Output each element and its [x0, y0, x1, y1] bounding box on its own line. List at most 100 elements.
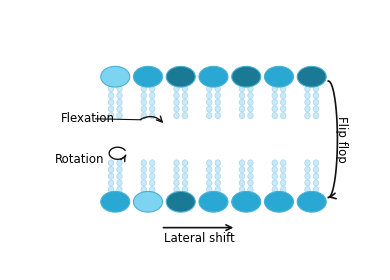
- Ellipse shape: [149, 186, 155, 193]
- Ellipse shape: [207, 160, 212, 166]
- Circle shape: [232, 66, 261, 87]
- Ellipse shape: [149, 92, 155, 99]
- Ellipse shape: [272, 99, 277, 105]
- Ellipse shape: [108, 113, 114, 119]
- Ellipse shape: [108, 106, 114, 112]
- Ellipse shape: [280, 106, 286, 112]
- Ellipse shape: [141, 186, 147, 193]
- Ellipse shape: [248, 180, 253, 186]
- Ellipse shape: [239, 167, 245, 173]
- Ellipse shape: [149, 86, 155, 92]
- Ellipse shape: [239, 113, 245, 119]
- Ellipse shape: [313, 106, 319, 112]
- Ellipse shape: [215, 173, 220, 179]
- Ellipse shape: [149, 99, 155, 105]
- Ellipse shape: [182, 173, 188, 179]
- Ellipse shape: [215, 99, 220, 105]
- Ellipse shape: [182, 167, 188, 173]
- Ellipse shape: [248, 113, 253, 119]
- Ellipse shape: [272, 173, 277, 179]
- Ellipse shape: [207, 167, 212, 173]
- Ellipse shape: [207, 86, 212, 92]
- Ellipse shape: [117, 173, 122, 179]
- Circle shape: [166, 192, 195, 212]
- Ellipse shape: [117, 186, 122, 193]
- Ellipse shape: [207, 99, 212, 105]
- Ellipse shape: [215, 180, 220, 186]
- Ellipse shape: [239, 180, 245, 186]
- Ellipse shape: [174, 167, 179, 173]
- Ellipse shape: [313, 173, 319, 179]
- Ellipse shape: [313, 92, 319, 99]
- Ellipse shape: [207, 106, 212, 112]
- Ellipse shape: [305, 180, 310, 186]
- Ellipse shape: [280, 113, 286, 119]
- Ellipse shape: [280, 186, 286, 193]
- Ellipse shape: [141, 92, 147, 99]
- Ellipse shape: [215, 186, 220, 193]
- Ellipse shape: [141, 113, 147, 119]
- Ellipse shape: [117, 92, 122, 99]
- Ellipse shape: [117, 160, 122, 166]
- Ellipse shape: [215, 113, 220, 119]
- Ellipse shape: [117, 167, 122, 173]
- Ellipse shape: [207, 180, 212, 186]
- Text: Rotation: Rotation: [55, 153, 104, 166]
- Circle shape: [297, 192, 326, 212]
- Ellipse shape: [149, 106, 155, 112]
- Ellipse shape: [280, 92, 286, 99]
- Ellipse shape: [280, 173, 286, 179]
- Ellipse shape: [174, 186, 179, 193]
- Ellipse shape: [248, 160, 253, 166]
- Circle shape: [101, 66, 130, 87]
- Ellipse shape: [215, 92, 220, 99]
- Ellipse shape: [305, 167, 310, 173]
- Ellipse shape: [280, 86, 286, 92]
- Ellipse shape: [272, 160, 277, 166]
- Ellipse shape: [117, 180, 122, 186]
- Ellipse shape: [149, 167, 155, 173]
- Ellipse shape: [239, 92, 245, 99]
- Ellipse shape: [182, 99, 188, 105]
- Text: Lateral shift: Lateral shift: [165, 232, 235, 245]
- Ellipse shape: [117, 86, 122, 92]
- Circle shape: [199, 192, 228, 212]
- Ellipse shape: [248, 99, 253, 105]
- Ellipse shape: [108, 180, 114, 186]
- Text: Flip flop: Flip flop: [335, 116, 348, 163]
- Ellipse shape: [207, 186, 212, 193]
- Ellipse shape: [313, 113, 319, 119]
- Ellipse shape: [149, 180, 155, 186]
- Circle shape: [232, 192, 261, 212]
- Ellipse shape: [248, 186, 253, 193]
- Text: Flexation: Flexation: [61, 112, 115, 125]
- Circle shape: [199, 66, 228, 87]
- Ellipse shape: [239, 99, 245, 105]
- Ellipse shape: [108, 86, 114, 92]
- Circle shape: [133, 66, 163, 87]
- Ellipse shape: [239, 186, 245, 193]
- Ellipse shape: [174, 86, 179, 92]
- Ellipse shape: [239, 173, 245, 179]
- Ellipse shape: [108, 186, 114, 193]
- Ellipse shape: [108, 167, 114, 173]
- Ellipse shape: [239, 160, 245, 166]
- Ellipse shape: [313, 160, 319, 166]
- Ellipse shape: [313, 86, 319, 92]
- Ellipse shape: [248, 167, 253, 173]
- Ellipse shape: [117, 113, 122, 119]
- Circle shape: [264, 66, 293, 87]
- Ellipse shape: [305, 186, 310, 193]
- Ellipse shape: [305, 113, 310, 119]
- Ellipse shape: [272, 106, 277, 112]
- Ellipse shape: [141, 86, 147, 92]
- Ellipse shape: [305, 160, 310, 166]
- Ellipse shape: [182, 106, 188, 112]
- Ellipse shape: [174, 106, 179, 112]
- Ellipse shape: [207, 92, 212, 99]
- Circle shape: [101, 192, 130, 212]
- Ellipse shape: [149, 173, 155, 179]
- Ellipse shape: [272, 167, 277, 173]
- Ellipse shape: [182, 86, 188, 92]
- Ellipse shape: [108, 160, 114, 166]
